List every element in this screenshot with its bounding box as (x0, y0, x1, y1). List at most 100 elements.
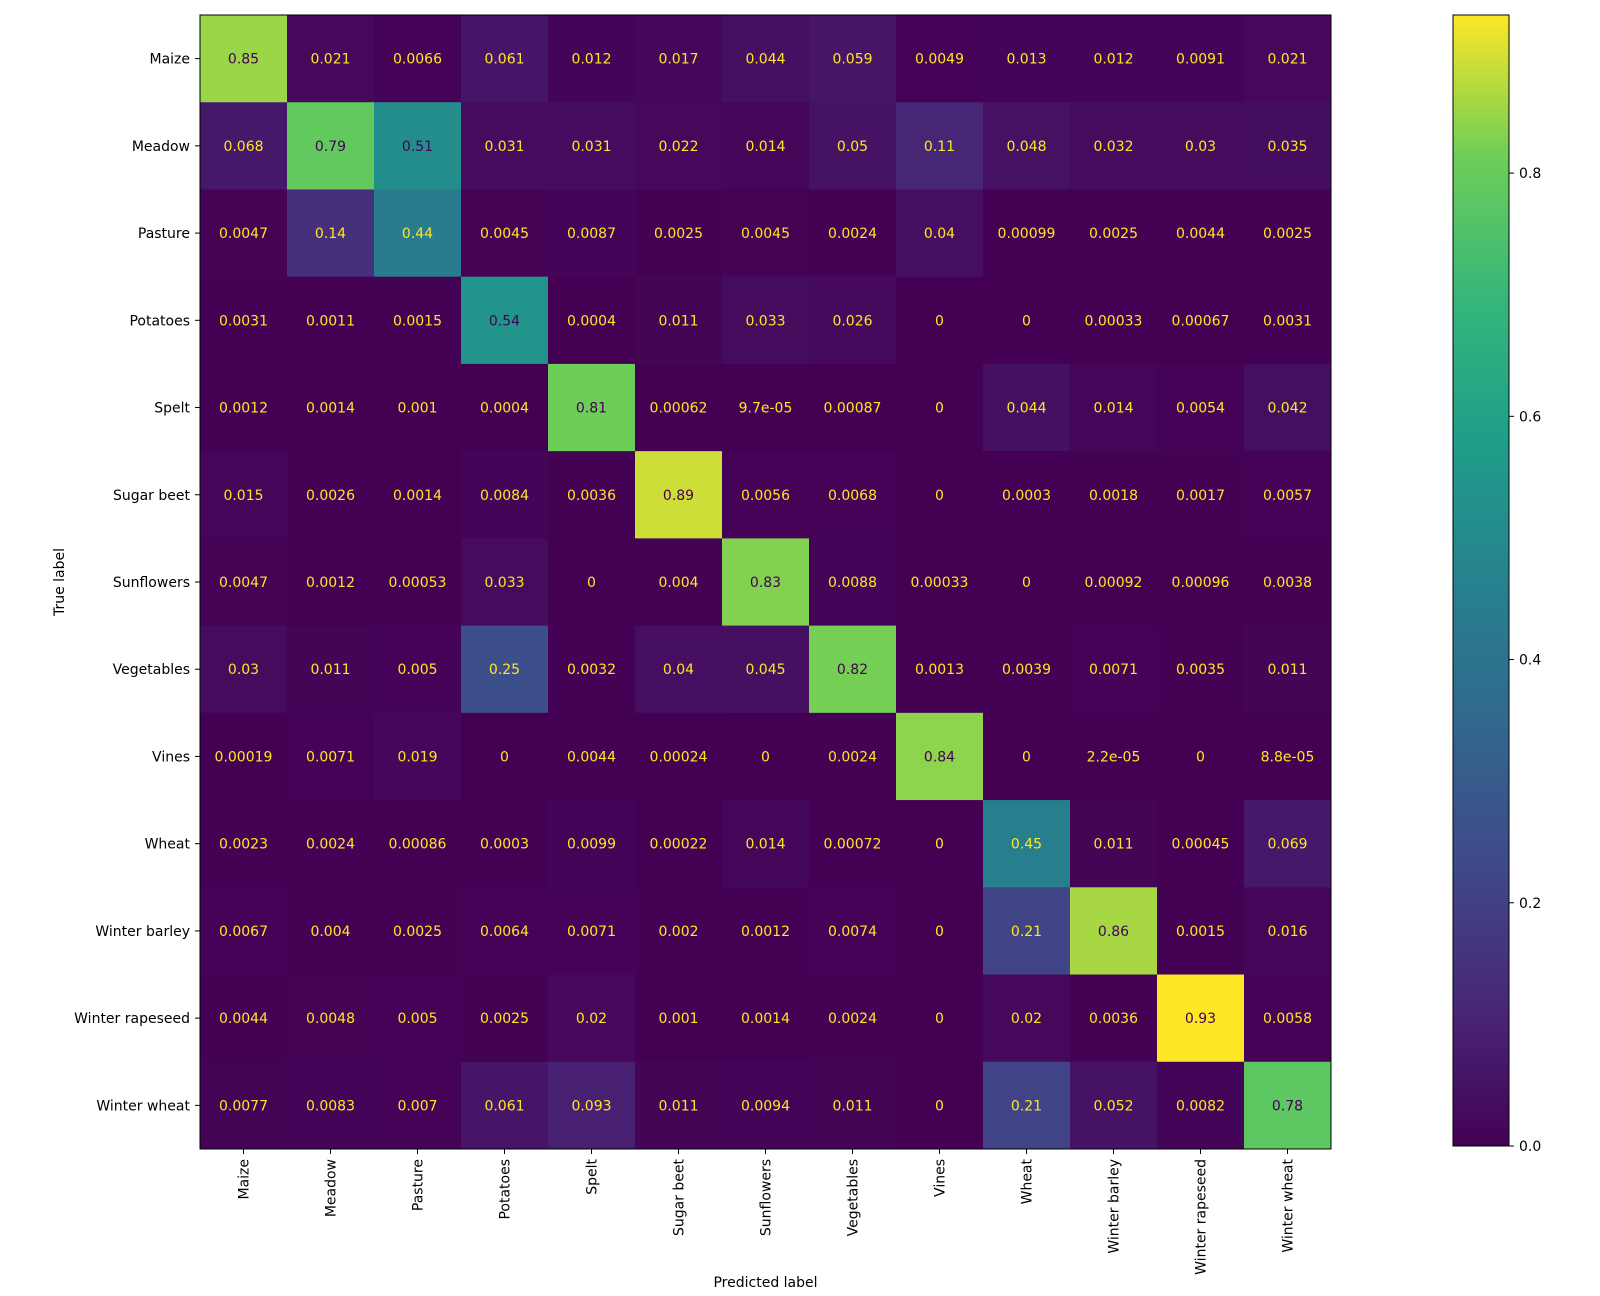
cell-value-label: 0.0004 (567, 313, 616, 329)
heatmap-cell (722, 625, 810, 714)
heatmap-cell (1070, 102, 1158, 190)
cell-value-label: 0 (1022, 575, 1031, 591)
heatmap-cell (809, 189, 897, 278)
heatmap-cell (722, 974, 810, 1063)
x-tick-label: Vines (933, 1159, 949, 1197)
heatmap-cell (287, 800, 375, 888)
heatmap-cell (896, 712, 984, 801)
heatmap-cell (896, 363, 984, 452)
cell-value-label: 0.011 (658, 1098, 698, 1114)
cell-value-label: 0.00022 (650, 837, 708, 853)
heatmap-cell (722, 451, 810, 539)
heatmap-cell (1070, 887, 1158, 976)
heatmap-cell (461, 1061, 549, 1150)
cell-value-label: 0.0038 (1263, 575, 1312, 591)
heatmap-cell (287, 887, 375, 976)
x-tick-label: Sunflowers (759, 1159, 775, 1236)
cell-value-label: 0.05 (837, 139, 868, 155)
colorbar-tick-label: 0.4 (1519, 653, 1541, 669)
cell-value-label: 0.0047 (219, 575, 268, 591)
cell-value-label: 0 (761, 749, 770, 765)
heatmap-cell (722, 276, 810, 365)
cell-value-label: 0.45 (1011, 837, 1042, 853)
heatmap-cells (200, 15, 1332, 1150)
heatmap-cell (1157, 102, 1245, 190)
x-tick-label: Maize (237, 1159, 253, 1200)
heatmap-cell (983, 102, 1071, 190)
cell-value-label: 0.044 (1006, 401, 1046, 417)
heatmap-cell (461, 538, 549, 627)
heatmap-cell (374, 276, 462, 365)
cell-value-label: 0.0014 (741, 1011, 790, 1027)
cell-value-label: 0.0044 (219, 1011, 268, 1027)
cell-value-label: 0.86 (1098, 924, 1129, 940)
cell-value-label: 0.0064 (480, 924, 529, 940)
heatmap-cell (809, 276, 897, 365)
cell-value-label: 0.79 (315, 139, 346, 155)
cell-value-label: 0.0025 (1263, 226, 1312, 242)
x-tick-label: Meadow (324, 1159, 340, 1217)
heatmap-cell (287, 712, 375, 801)
heatmap-cell (461, 451, 549, 539)
cell-value-label: 0.00072 (824, 837, 882, 853)
cell-value-label: 0.0045 (741, 226, 790, 242)
cell-value-label: 0.005 (397, 662, 437, 678)
heatmap-cell (896, 15, 984, 103)
cell-value-label: 0.00099 (998, 226, 1056, 242)
heatmap-cell (548, 363, 636, 452)
heatmap-cell (896, 887, 984, 976)
cell-value-label: 0.00067 (1172, 313, 1230, 329)
cell-value-label: 0.0082 (1176, 1098, 1225, 1114)
cell-value-label: 0.0015 (393, 313, 442, 329)
colorbar-ticks: 0.0 0.2 0.4 0.6 0.8 (1509, 166, 1541, 1155)
cell-value-label: 0.0012 (306, 575, 355, 591)
heatmap-cell (722, 363, 810, 452)
cell-value-label: 0 (935, 488, 944, 504)
cell-value-label: 0.44 (402, 226, 433, 242)
cell-value-label: 0.0031 (1263, 313, 1312, 329)
cell-value-label: 0.0047 (219, 226, 268, 242)
cell-value-label: 0.0071 (1089, 662, 1138, 678)
heatmap-cell (1157, 451, 1245, 539)
cell-value-label: 0.0045 (480, 226, 529, 242)
cell-value-label: 0.78 (1272, 1098, 1303, 1114)
x-tick-label: Winter wheat (1281, 1158, 1297, 1252)
y-axis-label: True label (52, 548, 68, 617)
heatmap-cell (548, 974, 636, 1063)
cell-value-label: 0.048 (1006, 139, 1046, 155)
heatmap-cell (809, 1061, 897, 1150)
y-tick-label: Winter wheat (96, 1098, 190, 1114)
cell-value-label: 0.011 (832, 1098, 872, 1114)
colorbar-tick-label: 0.6 (1519, 409, 1541, 425)
heatmap-cell (287, 538, 375, 627)
y-tick-label: Sunflowers (113, 575, 190, 591)
cell-value-label: 0.042 (1267, 401, 1307, 417)
heatmap-cell (635, 712, 723, 801)
heatmap-cell (287, 276, 375, 365)
cell-value-label: 0 (935, 924, 944, 940)
heatmap-cell (374, 15, 462, 103)
cell-value-label: 0.017 (658, 52, 698, 68)
cell-value-label: 0.0068 (828, 488, 877, 504)
heatmap-cell (287, 15, 375, 103)
heatmap-cell (200, 1061, 288, 1150)
cell-value-label: 0.0017 (1176, 488, 1225, 504)
heatmap-cell (635, 887, 723, 976)
cell-value-label: 0.016 (1267, 924, 1307, 940)
heatmap-cell (1157, 625, 1245, 714)
cell-value-label: 0 (935, 1098, 944, 1114)
cell-value-label: 0.0036 (1089, 1011, 1138, 1027)
cell-value-label: 0.061 (484, 52, 524, 68)
colorbar-tick-label: 0.0 (1519, 1139, 1541, 1155)
cell-value-label: 0.035 (1267, 139, 1307, 155)
heatmap-cell (548, 538, 636, 627)
heatmap-cell (287, 1061, 375, 1150)
x-tick-label: Sugar beet (672, 1158, 688, 1236)
cell-value-label: 0.068 (223, 139, 263, 155)
heatmap-cell (374, 538, 462, 627)
cell-value-label: 0.061 (484, 1098, 524, 1114)
cell-value-label: 0.0083 (306, 1098, 355, 1114)
cell-value-label: 0.0039 (1002, 662, 1051, 678)
cell-value-label: 0.0031 (219, 313, 268, 329)
cell-value-label: 0.0032 (567, 662, 616, 678)
